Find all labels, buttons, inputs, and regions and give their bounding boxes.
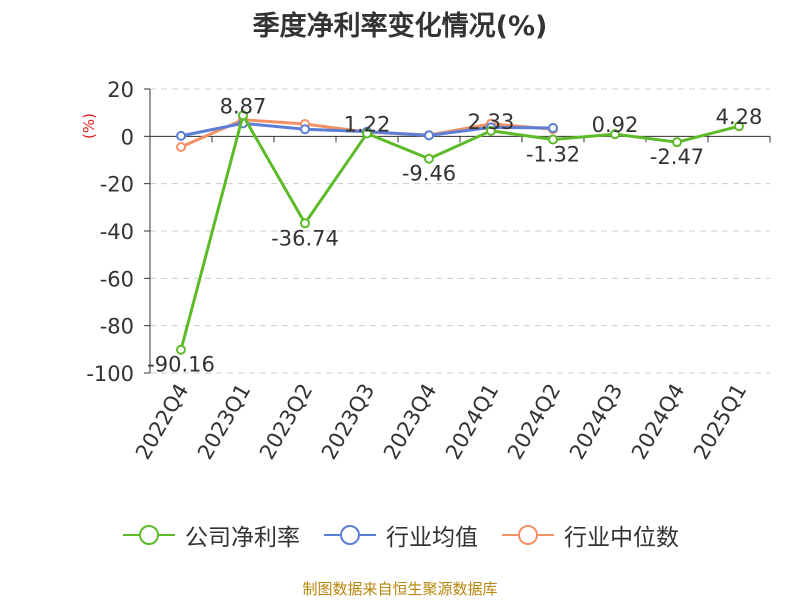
data-label: -2.47 — [650, 145, 704, 169]
data-point-0 — [424, 153, 434, 164]
y-tick-label: -100 — [86, 362, 134, 386]
x-tick-label: 2023Q1 — [193, 380, 255, 464]
x-tick-label: 2024Q1 — [441, 380, 503, 464]
y-axis-label: (%) — [80, 113, 98, 139]
data-point-0 — [486, 125, 496, 136]
y-tick-label: -60 — [100, 267, 134, 291]
y-tick-label: 20 — [107, 78, 134, 102]
data-label: 1.22 — [344, 112, 391, 136]
data-label: 0.92 — [592, 113, 639, 137]
legend-label-company: 公司净利率 — [185, 525, 300, 551]
x-tick-label: 2024Q3 — [565, 380, 627, 464]
data-point-0 — [300, 218, 310, 229]
x-tick-label: 2023Q4 — [379, 380, 441, 464]
legend-item-company[interactable]: 公司净利率 — [121, 518, 300, 552]
data-point-0 — [362, 128, 372, 139]
data-point-1 — [424, 130, 434, 141]
y-tick-label: -40 — [100, 220, 134, 244]
data-point-0 — [672, 137, 682, 148]
x-tick-label: 2022Q4 — [131, 380, 193, 464]
series-line-0 — [179, 113, 740, 351]
data-point-0 — [238, 110, 248, 121]
chart-title: 季度净利率变化情况(%) — [252, 11, 548, 42]
data-label: 2.33 — [468, 110, 515, 134]
legend-label-industry-mean: 行业均值 — [386, 525, 478, 551]
data-label: -1.32 — [526, 142, 580, 166]
y-tick-label: -20 — [100, 173, 134, 197]
data-label: 8.87 — [220, 94, 267, 118]
x-tick-label: 2024Q2 — [503, 380, 565, 464]
data-point-0 — [610, 129, 620, 140]
x-tick-label: 2025Q1 — [689, 380, 751, 464]
x-tick-label: 2024Q4 — [627, 380, 689, 464]
y-tick-label: -80 — [100, 315, 134, 339]
legend-item-industry-mean[interactable]: 行业均值 — [322, 518, 478, 552]
data-point-1 — [176, 130, 186, 141]
data-point-0 — [548, 134, 558, 145]
source-note: 制图数据来自恒生聚源数据库 — [302, 580, 498, 598]
legend: 公司净利率 行业均值 行业中位数 — [0, 518, 800, 552]
y-tick-label: 0 — [121, 125, 134, 149]
data-label: -36.74 — [271, 226, 339, 250]
data-point-1 — [300, 124, 310, 135]
legend-marker-company — [123, 525, 175, 545]
data-point-0 — [176, 344, 186, 355]
legend-marker-industry-mean — [324, 525, 376, 545]
data-point-1 — [548, 123, 558, 134]
legend-marker-industry-median — [502, 525, 554, 545]
data-label: -9.46 — [402, 162, 456, 186]
legend-item-industry-median[interactable]: 行业中位数 — [500, 518, 679, 552]
data-point-2 — [176, 141, 186, 152]
data-label: 4.28 — [716, 105, 763, 129]
x-tick-label: 2023Q3 — [317, 380, 379, 464]
data-point-0 — [734, 121, 744, 132]
legend-label-industry-median: 行业中位数 — [564, 525, 679, 551]
data-label: -90.16 — [147, 353, 215, 377]
x-tick-label: 2023Q2 — [255, 380, 317, 464]
